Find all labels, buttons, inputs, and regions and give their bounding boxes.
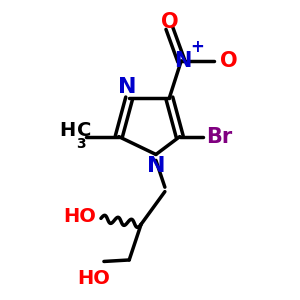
Text: HO: HO xyxy=(77,269,110,288)
Text: N: N xyxy=(118,76,137,97)
Text: N: N xyxy=(174,51,191,71)
Text: H: H xyxy=(59,121,76,140)
Text: N: N xyxy=(147,156,165,176)
Text: Br: Br xyxy=(206,127,233,147)
Text: +: + xyxy=(190,38,205,56)
Text: 3: 3 xyxy=(76,137,86,151)
Text: O: O xyxy=(220,51,238,71)
Text: HO: HO xyxy=(64,207,97,226)
Text: O: O xyxy=(160,12,178,32)
Text: C: C xyxy=(77,121,91,140)
